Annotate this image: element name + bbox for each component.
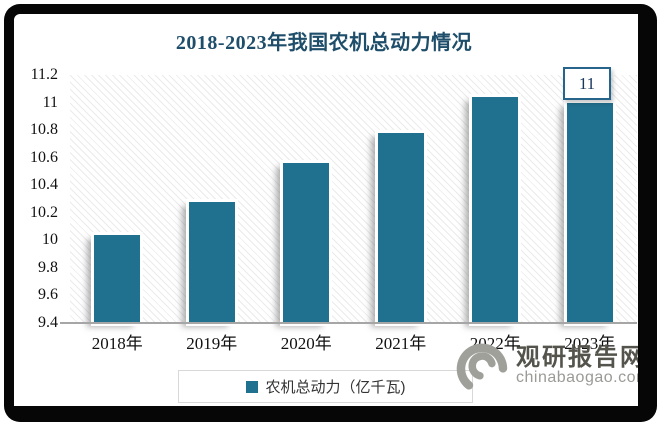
- y-tick-label: 10: [42, 231, 58, 249]
- x-axis-line: [60, 322, 637, 324]
- y-tick-label: 9.4: [38, 314, 58, 331]
- bar-slot: [448, 75, 543, 326]
- y-tick-label: 11.2: [30, 66, 58, 83]
- bar-2019年: [185, 199, 238, 326]
- x-tick-label: 2023年: [564, 334, 616, 353]
- watermark-site-url: chinabaogao.com: [516, 369, 650, 387]
- legend-label: 农机总动力（亿千瓦): [265, 379, 406, 396]
- x-axis-labels: 2018年 2019年 2020年 2021年 2022年 2023年: [70, 329, 637, 354]
- x-tick-label: 2018年: [91, 334, 143, 353]
- watermark-site-name: 观研报告网: [516, 344, 646, 371]
- bar-2023年: [563, 100, 616, 326]
- y-tick-label: 10.4: [30, 176, 58, 194]
- legend-swatch-icon: [245, 380, 258, 393]
- y-axis: 9.4 9.6 9.8 10 10.2 10.4 10.6 10.8 11 11.2: [0, 66, 62, 331]
- bar-slot: [543, 75, 638, 326]
- y-tick-label: 11: [42, 93, 58, 111]
- bar-2021年: [374, 130, 427, 326]
- x-tick-label: 2019年: [186, 334, 238, 353]
- bar-slot: [165, 75, 260, 326]
- y-tick-label: 10.6: [30, 148, 58, 166]
- plot-area: [70, 75, 637, 323]
- bar-2018年: [91, 232, 144, 326]
- y-tick-label: 9.6: [38, 286, 58, 304]
- legend: 农机总动力（亿千瓦): [178, 370, 473, 403]
- bar-2020年: [280, 160, 333, 326]
- bar-slot: [70, 75, 165, 326]
- y-tick-label: 9.8: [38, 258, 58, 276]
- value-label-box: 11: [563, 67, 611, 100]
- x-tick-label: 2021年: [375, 334, 427, 353]
- bar-2022年: [469, 94, 522, 326]
- chart-title: 2018-2023年我国农机总动力情况: [175, 32, 473, 54]
- bars-container: [70, 75, 638, 326]
- y-tick-label: 10.2: [30, 203, 58, 221]
- x-tick-label: 2020年: [280, 334, 332, 353]
- y-tick-label: 10.8: [30, 121, 58, 139]
- watermark-swirl-icon: [456, 343, 508, 390]
- watermark-text: 观研报告网 chinabaogao.com: [516, 345, 650, 387]
- bar-slot: [259, 75, 354, 326]
- watermark: 观研报告网 chinabaogao.com: [452, 336, 650, 396]
- bar-slot: [354, 75, 449, 326]
